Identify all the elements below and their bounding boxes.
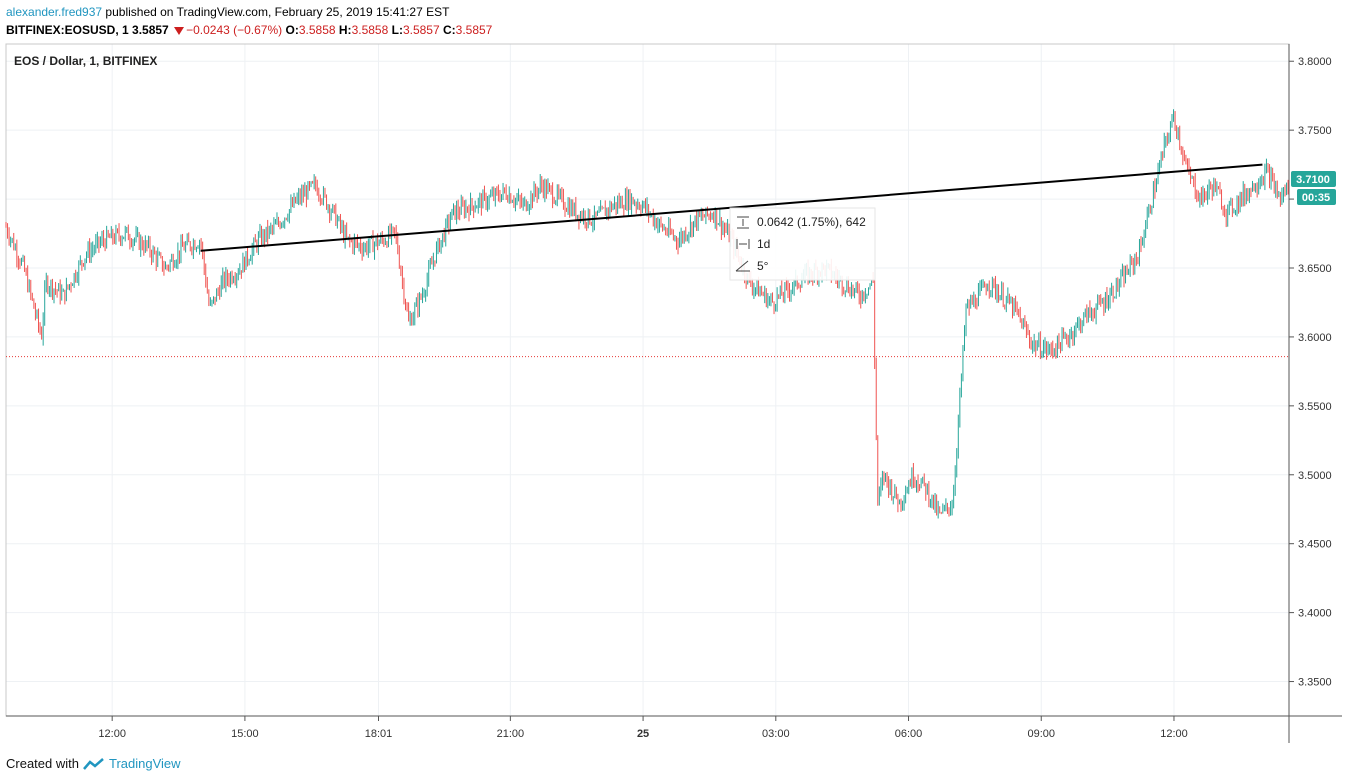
measure-tooltip-box xyxy=(729,207,876,281)
time-badge: 00:35 xyxy=(1297,189,1336,205)
price-tick-label: 3.4000 xyxy=(1298,608,1332,620)
price-tick-label: 3.4500 xyxy=(1298,539,1332,551)
high-value: 3.5858 xyxy=(351,23,389,37)
price-tick-label: 3.8000 xyxy=(1298,56,1332,68)
published-text: published on TradingView.com, February 2… xyxy=(105,5,450,19)
down-arrow-icon xyxy=(174,26,185,35)
measure-duration: 1d xyxy=(757,237,770,251)
chart-header: alexander.fred937 published on TradingVi… xyxy=(0,0,1348,44)
close-label: C: xyxy=(442,23,456,37)
svg-text:3.7100: 3.7100 xyxy=(1296,174,1330,186)
low-label: L: xyxy=(391,23,403,37)
publish-info: alexander.fred937 published on TradingVi… xyxy=(6,5,449,19)
tradingview-logo-icon xyxy=(83,757,104,770)
chart-title: EOS / Dollar, 1, BITFINEX xyxy=(14,54,157,68)
time-tick-label: 12:00 xyxy=(1160,728,1188,740)
grid xyxy=(6,44,1289,716)
price-tick-label: 3.6000 xyxy=(1298,332,1332,344)
measure-angle: 5° xyxy=(757,259,769,273)
price-axis-labels: 3.80003.75003.70003.65003.60003.55003.50… xyxy=(1289,56,1332,689)
candles xyxy=(5,109,1289,519)
time-tick-label: 18:01 xyxy=(365,728,393,740)
measure-delta: 0.0642 (1.75%), 642 xyxy=(757,215,866,229)
angle-icon xyxy=(735,260,750,272)
date-range-icon xyxy=(736,239,750,249)
measure-tooltip: 0.0642 (1.75%), 642 1d 5° xyxy=(729,207,876,281)
close-value: 3.5857 xyxy=(455,23,493,37)
price-tick-label: 3.5000 xyxy=(1298,470,1332,482)
open-value: 3.5858 xyxy=(298,23,336,37)
low-value: 3.5857 xyxy=(402,23,440,37)
price-change: −0.0243 (−0.67%) xyxy=(186,23,283,37)
price-tick-label: 3.5500 xyxy=(1298,401,1332,413)
time-tick-label: 25 xyxy=(637,728,649,740)
time-axis-labels: 12:00 15:00 18:01 21:00 25 03:00 06:00 09:00 12:… xyxy=(98,716,1188,740)
time-tick-label: 15:00 xyxy=(231,728,259,740)
time-tick-label: 12:00 xyxy=(98,728,126,740)
symbol-info: BITFINEX:EOSUSD, 1 3.5857 −0.0243 (−0.67… xyxy=(6,23,492,37)
time-tick-label: 09:00 xyxy=(1027,728,1055,740)
open-label: O: xyxy=(285,23,299,37)
username-link[interactable]: alexander.fred937 xyxy=(6,5,103,19)
price-tick-label: 3.6500 xyxy=(1298,263,1332,275)
svg-text:00:35: 00:35 xyxy=(1302,192,1330,204)
time-tick-label: 03:00 xyxy=(762,728,790,740)
price-range-icon xyxy=(737,216,749,229)
price-badge: 3.7100 xyxy=(1291,171,1336,187)
time-tick-label: 06:00 xyxy=(895,728,923,740)
time-tick-label: 21:00 xyxy=(497,728,525,740)
high-label: H: xyxy=(338,23,352,37)
footer: Created with TradingView xyxy=(6,756,181,771)
last-price: 3.5857 xyxy=(132,23,169,37)
plot-frame xyxy=(5,43,1290,717)
price-tick-label: 3.7500 xyxy=(1298,125,1332,137)
price-tick-label: 3.3500 xyxy=(1298,677,1332,689)
symbol-label: BITFINEX:EOSUSD, 1 xyxy=(6,23,129,37)
created-with-text: Created with xyxy=(6,756,79,771)
tradingview-brand-link[interactable]: TradingView xyxy=(108,756,181,771)
